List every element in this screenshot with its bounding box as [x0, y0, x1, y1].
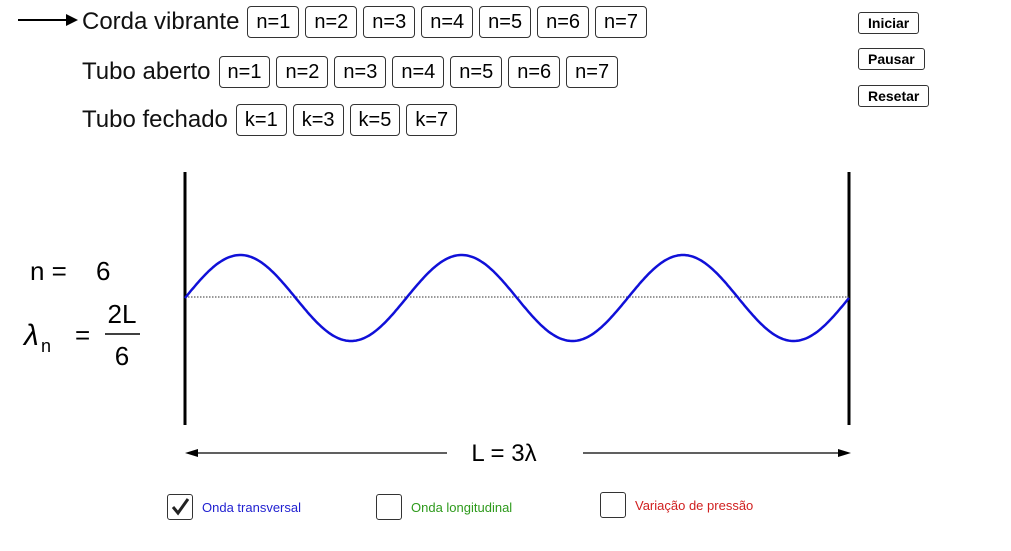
wave: [184, 253, 850, 343]
harmonic-button[interactable]: k=7: [406, 104, 458, 136]
harmonic-button[interactable]: k=5: [349, 104, 401, 136]
denominator: 6: [115, 341, 129, 371]
control-button[interactable]: Iniciar: [858, 12, 920, 34]
harmonic-button[interactable]: n=1: [247, 6, 300, 38]
harmonic-button[interactable]: n=4: [392, 56, 445, 88]
n-label: n =: [30, 256, 67, 286]
harmonic-button[interactable]: n=7: [595, 6, 647, 38]
harmonic-button[interactable]: n=6: [537, 6, 590, 38]
checkbox[interactable]: Onda transversal: [167, 494, 301, 520]
harmonic-button[interactable]: n=3: [363, 6, 416, 38]
checkmark: [171, 498, 190, 516]
harmonic-button[interactable]: k=3: [292, 104, 344, 136]
checkbox-label[interactable]: Variação de pressão: [635, 497, 754, 513]
checkbox-label[interactable]: Onda transversal: [202, 499, 301, 515]
length-label: L = 3λ: [471, 440, 536, 467]
equals: =: [75, 320, 90, 350]
mode-label[interactable]: Tubo aberto: [82, 58, 211, 85]
harmonic-button[interactable]: n=7: [566, 56, 619, 88]
subscript: n: [41, 336, 51, 356]
arrowhead: [838, 449, 851, 457]
lambda: λ: [22, 319, 39, 352]
harmonic-button[interactable]: n=4: [421, 6, 474, 38]
checkbox-label[interactable]: Onda longitudinal: [411, 499, 513, 515]
checkbox[interactable]: Variação de pressão: [600, 492, 753, 518]
harmonic-button[interactable]: n=2: [276, 56, 329, 88]
n-value: 6: [96, 256, 110, 286]
harmonic-button[interactable]: n=5: [479, 6, 532, 38]
checkbox[interactable]: Onda longitudinal: [376, 494, 512, 520]
harmonic-button[interactable]: n=3: [334, 56, 387, 88]
selection-arrow: [18, 14, 78, 26]
mode-row: Tubo aberto n=1 n=2 n=3 n=4 n=5 n=6 n=7: [82, 55, 624, 89]
harmonic-button[interactable]: n=6: [508, 56, 561, 88]
harmonic-button[interactable]: n=1: [218, 56, 271, 88]
mode-label[interactable]: Tubo fechado: [82, 106, 228, 133]
checkbox-box[interactable]: [600, 492, 626, 518]
checkbox-box[interactable]: [167, 494, 193, 520]
control-button[interactable]: Pausar: [858, 48, 925, 70]
numerator: 2L: [108, 299, 137, 329]
harmonic-button[interactable]: n=2: [305, 6, 358, 38]
control-button[interactable]: Resetar: [858, 85, 930, 107]
harmonic-button[interactable]: k=1: [235, 104, 287, 136]
mode-label[interactable]: Corda vibrante: [82, 8, 240, 35]
arrowhead: [185, 449, 198, 457]
mode-row: Corda vibrante n=1 n=2 n=3 n=4 n=5 n=6 n=7: [82, 5, 653, 39]
mode-row: Tubo fechado k=1 k=3 k=5 k=7: [82, 103, 463, 137]
harmonic-button[interactable]: n=5: [450, 56, 503, 88]
checkbox-box[interactable]: [376, 494, 402, 520]
